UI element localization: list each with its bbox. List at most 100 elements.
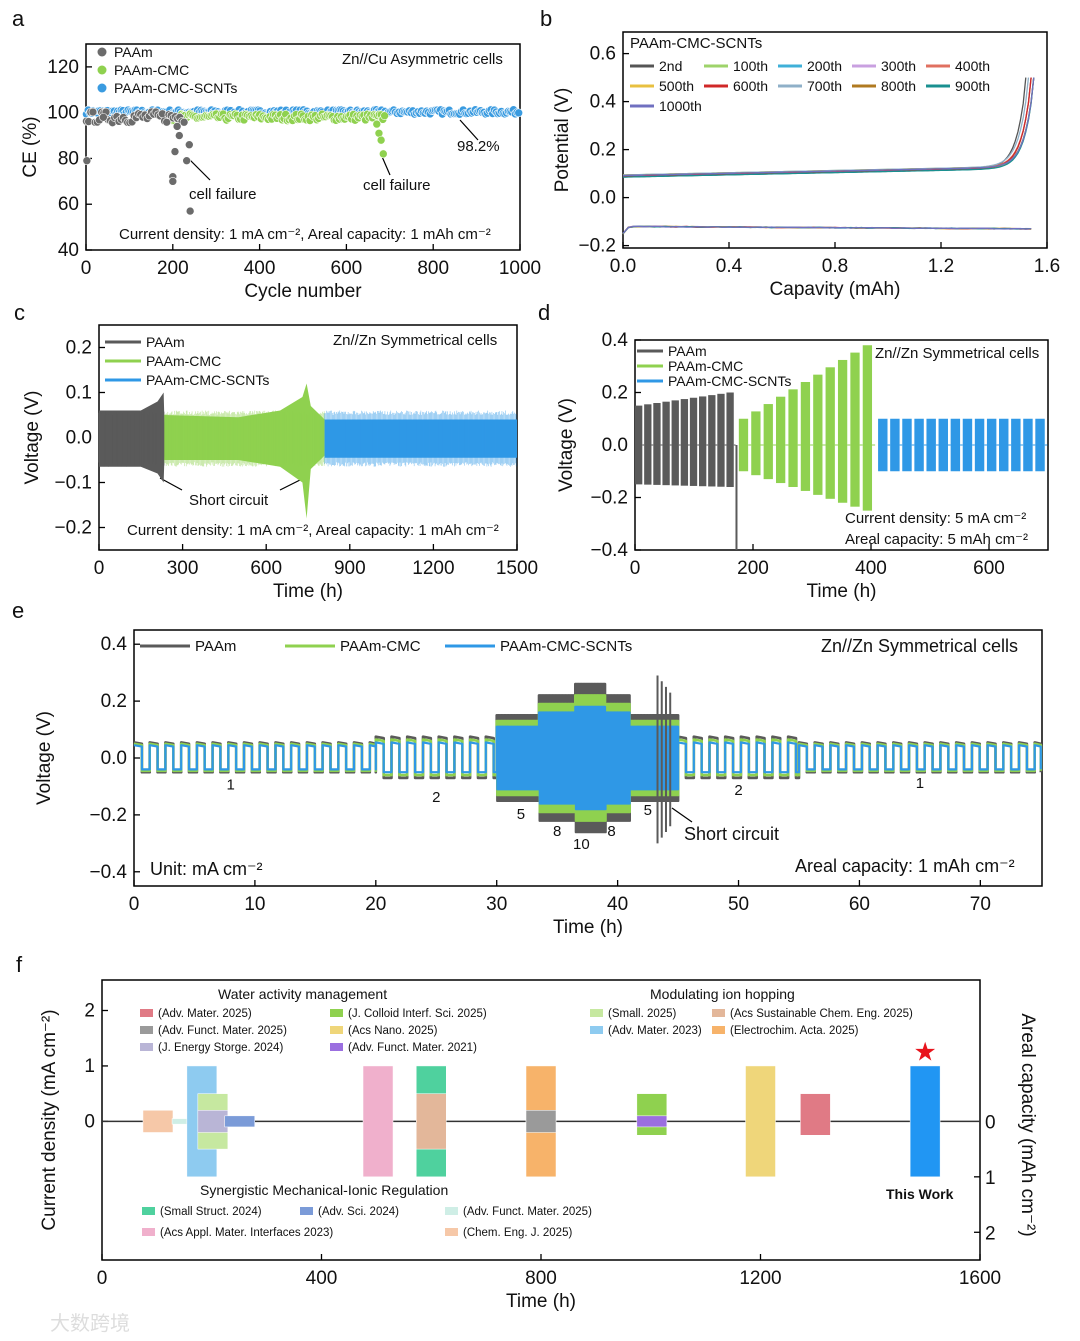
data-point-paam <box>172 122 182 131</box>
chart-a-plot <box>82 105 523 216</box>
charge-curve-900th <box>623 77 1035 178</box>
charge-curve-600th <box>623 77 1032 177</box>
legend-label: (Adv. Funct. Mater. 2025) <box>463 1206 592 1218</box>
y-tick-label: 0.0 <box>590 188 616 209</box>
legend-marker <box>97 65 107 75</box>
chart-a-axes: 0 200 400 600 800 1000 40 60 80 100 120 Cycle numbe… <box>20 43 541 302</box>
annotation-current-d: Current density: 5 mA cm⁻² <box>845 510 1026 527</box>
comparison-bar <box>224 1115 255 1128</box>
annotation-ce-value: 98.2% <box>457 138 500 155</box>
y-tick-label: 0.0 <box>66 428 92 449</box>
x-tick-label: 0.4 <box>716 256 743 277</box>
y-tick-label: 40 <box>58 240 79 261</box>
x-tick-label: 1200 <box>412 558 454 579</box>
legend-swatch <box>712 1026 725 1034</box>
legend-label: (Adv. Funct. Mater. 2021) <box>348 1042 477 1054</box>
annotation-short-circuit-c: Short circuit <box>189 492 269 509</box>
legend-label: PAAm-CMC-SCNTs <box>500 638 632 655</box>
y2-tick-label: 2 <box>985 1223 996 1244</box>
data-point-paam <box>82 156 92 166</box>
legend-label: PAAm <box>146 334 185 350</box>
chart-d-axes: 0 200 400 600 −0.4 −0.2 0.0 0.2 0.4 Time (h) Volta… <box>556 330 1049 602</box>
data-point-paam <box>182 156 191 166</box>
data-point-paam <box>184 140 194 150</box>
data-point-paam <box>88 107 98 117</box>
legend-swatch <box>140 1043 153 1051</box>
annotations: Zn//Cu Asymmetric cells cell failure cel… <box>50 35 1039 1335</box>
legend-swatch <box>140 1026 153 1034</box>
rate-label: 5 <box>644 802 652 819</box>
x-tick-label: 400 <box>306 1268 338 1289</box>
voltage-block-PAAm-CMC-SCNTs <box>1035 418 1045 472</box>
x-axis-label: Time (h) <box>806 581 876 602</box>
annotation-arrow <box>671 807 693 823</box>
y-tick-label: −0.4 <box>89 862 127 883</box>
legend-label: PAAm-CMC-SCNTs <box>668 373 791 389</box>
discharge-curve-1000th <box>622 225 1032 234</box>
legend-group-title: Water activity management <box>218 986 387 1002</box>
y-tick-label: −0.4 <box>590 540 628 561</box>
comparison-bar <box>416 1093 447 1150</box>
annotation-areal-d: Areal capacity: 5 mAh cm⁻² <box>845 531 1028 548</box>
legend-label: 300th <box>881 58 916 74</box>
x-tick-label: 0 <box>94 558 105 579</box>
voltage-block-PAAm-CMC <box>837 359 848 503</box>
voltage-block-PAAm <box>708 395 716 487</box>
plot-frame <box>101 979 981 1261</box>
legend-swatch <box>142 1228 155 1236</box>
rate-label: 1 <box>227 776 235 793</box>
data-point-paam-cmc <box>378 149 388 159</box>
voltage-block-PAAm-CMC <box>825 367 835 499</box>
voltage-block-PAAm-CMC-SCNTs <box>999 418 1009 472</box>
this-work-label: This Work <box>886 1186 954 1202</box>
legend-group-title: Synergistic Mechanical-Ionic Regulation <box>200 1182 448 1198</box>
data-point-paam <box>185 206 195 216</box>
legend-marker <box>97 83 107 93</box>
legend-swatch <box>142 1207 155 1215</box>
panel-labels: a b c d e f <box>12 6 552 977</box>
rate-label: 5 <box>517 806 525 823</box>
panel-label-d: d <box>538 300 550 325</box>
voltage-block-PAAm <box>717 393 725 487</box>
legend-swatch <box>590 1009 603 1017</box>
x-tick-label: 1500 <box>496 558 538 579</box>
chart-d-plot <box>635 345 1048 550</box>
voltage-block-PAAm <box>699 396 707 487</box>
rate-label: 10 <box>573 836 590 853</box>
legend-label: (J. Colloid Interf. Sci. 2025) <box>348 1008 487 1020</box>
y-tick-label: −0.2 <box>89 805 127 826</box>
annotation-cell-failure-2: cell failure <box>363 177 431 194</box>
annotation-short-circuit-e: Short circuit <box>684 824 779 844</box>
voltage-block-PAAm-CMC <box>850 352 860 507</box>
voltage-block-PAAm-CMC <box>738 418 749 472</box>
comparison-bar <box>636 1115 668 1128</box>
comparison-bar <box>909 1065 941 1178</box>
voltage-block-PAAm <box>653 403 661 485</box>
data-point-paam-cmc <box>372 119 382 129</box>
y-tick-label: −0.1 <box>54 473 92 494</box>
x-tick-label: 60 <box>849 894 870 915</box>
x-tick-label: 0 <box>129 894 140 915</box>
voltage-block-PAAm-CMC <box>813 374 823 495</box>
voltage-block-PAAm-CMC-SCNTs <box>938 418 948 472</box>
y-tick-label: 0.2 <box>590 140 616 161</box>
legend-label: PAAm <box>195 638 236 655</box>
x-tick-label: 400 <box>244 258 276 279</box>
legend-label: PAAm-CMC-SCNTs <box>114 80 237 96</box>
x-tick-label: 400 <box>855 558 887 579</box>
chart-e-plot <box>133 675 1043 844</box>
annotation-arrow <box>459 119 479 141</box>
legend-label: 600th <box>733 78 768 94</box>
y-tick-label: 1 <box>84 1056 95 1077</box>
x-tick-label: 800 <box>417 258 449 279</box>
legend-label: (Chem. Eng. J. 2025) <box>463 1227 572 1239</box>
legend-label: (Acs Nano. 2025) <box>348 1025 438 1037</box>
chart-c-axes: 0 300 600 900 1200 1500 −0.2 −0.1 0.0 0.1 0.2 Time … <box>22 324 538 602</box>
annotation-conditions-a: Current density: 1 mA cm⁻², Areal capaci… <box>119 226 491 243</box>
rate-label: 8 <box>553 823 561 840</box>
data-point-paam-cmc <box>376 135 386 145</box>
data-point-paam-cmc <box>380 111 389 121</box>
voltage-block-PAAm-CMC-SCNTs <box>926 418 936 472</box>
y-tick-label: −0.2 <box>54 518 92 539</box>
legend-label: 2nd <box>659 58 682 74</box>
